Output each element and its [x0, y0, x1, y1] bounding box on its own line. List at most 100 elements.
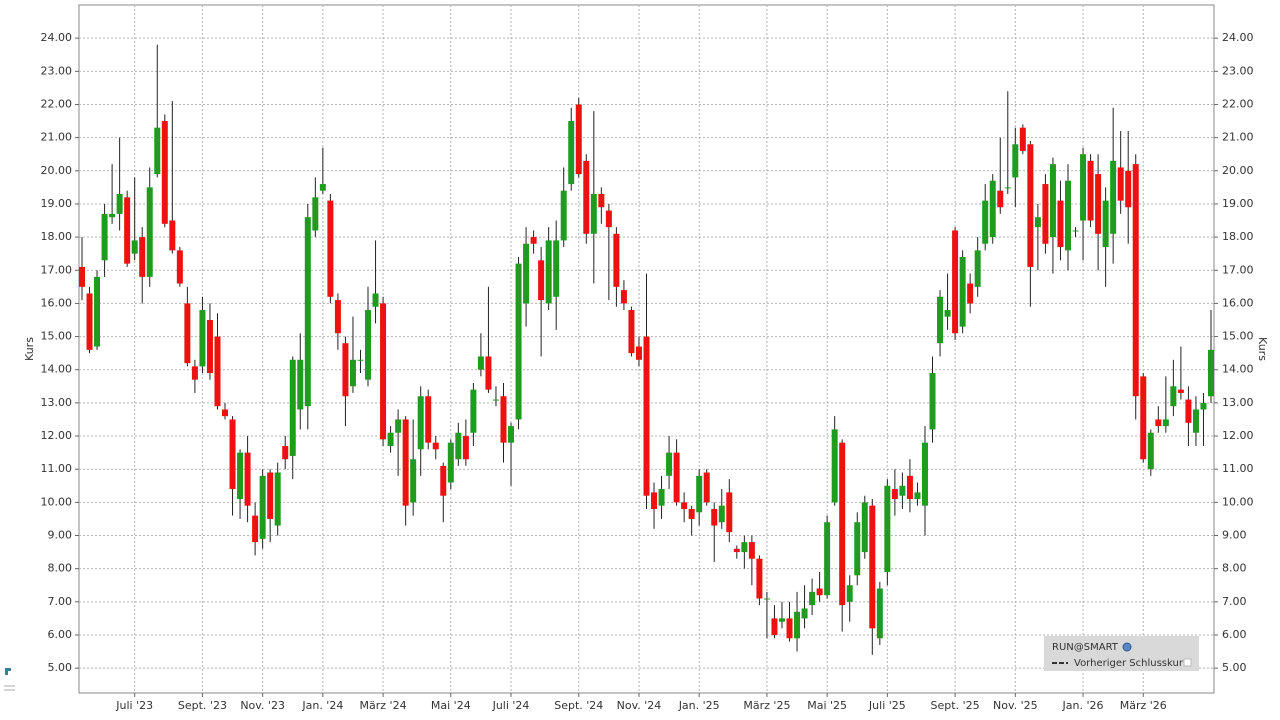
candle-body — [1095, 174, 1102, 234]
candle-body — [508, 426, 515, 443]
legend-box — [1044, 636, 1199, 671]
candle-body — [86, 293, 93, 350]
candle-body — [861, 502, 868, 553]
y2-tick-label: 17.00 — [1222, 263, 1254, 276]
x-tick-label: Juli '25 — [868, 699, 906, 712]
candle-body — [259, 475, 266, 539]
legend-icon — [1122, 642, 1132, 652]
y2-tick-label: 20.00 — [1222, 164, 1254, 177]
candle-body — [154, 127, 161, 175]
candle-body — [989, 180, 996, 238]
y2-tick-label: 10.00 — [1222, 495, 1254, 508]
candle-body — [658, 489, 665, 506]
legend: RUN@SMART Vorheriger Schlusskurs — [1044, 636, 1199, 671]
candle-body — [1110, 160, 1117, 234]
y-tick-label: 20.00 — [41, 164, 73, 177]
candle-body — [891, 489, 898, 500]
y2-tick-label: 21.00 — [1222, 131, 1254, 144]
x-tick-label: Nov. '23 — [240, 699, 285, 712]
legend-checkbox[interactable] — [1183, 658, 1192, 667]
x-tick-label: Juli '24 — [492, 699, 530, 712]
candle-body — [1147, 432, 1154, 470]
candle-body — [1162, 419, 1169, 427]
candle-body — [357, 359, 364, 361]
candle-body — [771, 618, 778, 635]
candle-body — [937, 296, 944, 344]
candle-body — [191, 366, 198, 380]
candle-body — [929, 373, 936, 430]
candle-body — [545, 240, 552, 304]
candle-body — [673, 452, 680, 503]
x-tick-label: März '26 — [1120, 699, 1167, 712]
x-tick-label: Sept. '23 — [178, 699, 227, 712]
y2-tick-label: 8.00 — [1222, 562, 1247, 575]
candle-body — [741, 542, 748, 553]
x-tick-label: Jan. '25 — [678, 699, 720, 712]
y-tick-label: 19.00 — [41, 197, 73, 210]
y-tick-label: 23.00 — [41, 64, 73, 77]
candle-body — [334, 300, 341, 334]
candle-body — [1208, 349, 1214, 397]
candle-body — [1064, 180, 1071, 251]
candles — [79, 44, 1214, 655]
candle-body — [139, 237, 146, 277]
candle-body — [462, 436, 469, 460]
candle-body — [1132, 164, 1139, 397]
x-tick-label: Nov. '24 — [617, 699, 662, 712]
candle-body — [982, 200, 989, 244]
candle-body — [1087, 160, 1094, 221]
candle-body — [756, 558, 763, 599]
candle-body — [229, 419, 236, 490]
candle-body — [1027, 144, 1034, 267]
candle-body — [952, 230, 959, 334]
toolbar-icons — [4, 668, 15, 691]
x-tick-label: März '24 — [360, 699, 407, 712]
candle-body — [206, 319, 213, 374]
candle-body — [1177, 389, 1184, 393]
candle-body — [523, 243, 530, 304]
candle-body — [365, 310, 372, 380]
candle-body — [718, 505, 725, 523]
candle-body — [1057, 200, 1064, 248]
candle-body — [131, 240, 138, 254]
candle-body — [342, 343, 349, 397]
y-tick-label: 18.00 — [41, 230, 73, 243]
candle-body — [959, 256, 966, 327]
x-tick-label: Mai '25 — [807, 699, 847, 712]
candle-body — [116, 193, 123, 214]
candle-body — [1170, 386, 1177, 407]
x-tick-label: März '25 — [743, 699, 790, 712]
candle-body — [1140, 376, 1147, 460]
candle-body — [79, 266, 85, 287]
candle-body — [598, 193, 605, 208]
y2-tick-label: 9.00 — [1222, 529, 1247, 542]
candle-body — [304, 217, 311, 407]
candle-body — [869, 505, 876, 629]
candle-body — [839, 442, 846, 606]
candle-body — [590, 193, 597, 234]
candle-body — [778, 618, 785, 622]
y-tick-label: 22.00 — [41, 97, 73, 110]
candle-body — [470, 389, 477, 433]
candle-body — [786, 618, 793, 639]
candle-body — [146, 187, 153, 277]
candle-body — [169, 220, 176, 251]
candle-body — [214, 336, 221, 407]
y-tick-label: 12.00 — [41, 429, 73, 442]
y2-tick-label: 6.00 — [1222, 628, 1247, 641]
legend-label: RUN@SMART — [1052, 642, 1119, 653]
candle-body — [447, 442, 454, 483]
x-tick-label: Juli '23 — [115, 699, 153, 712]
candle-body — [809, 591, 816, 606]
candle-body — [635, 346, 642, 360]
icon[interactable] — [5, 668, 11, 675]
x-tick-label: Mai '24 — [431, 699, 471, 712]
candle-body — [613, 233, 620, 287]
candle-body — [282, 445, 289, 460]
candle-body — [289, 359, 296, 456]
candle-body — [176, 250, 183, 284]
candle-body — [1125, 170, 1132, 208]
x-tick-label: Nov. '25 — [993, 699, 1038, 712]
y-tick-label: 13.00 — [41, 396, 73, 409]
